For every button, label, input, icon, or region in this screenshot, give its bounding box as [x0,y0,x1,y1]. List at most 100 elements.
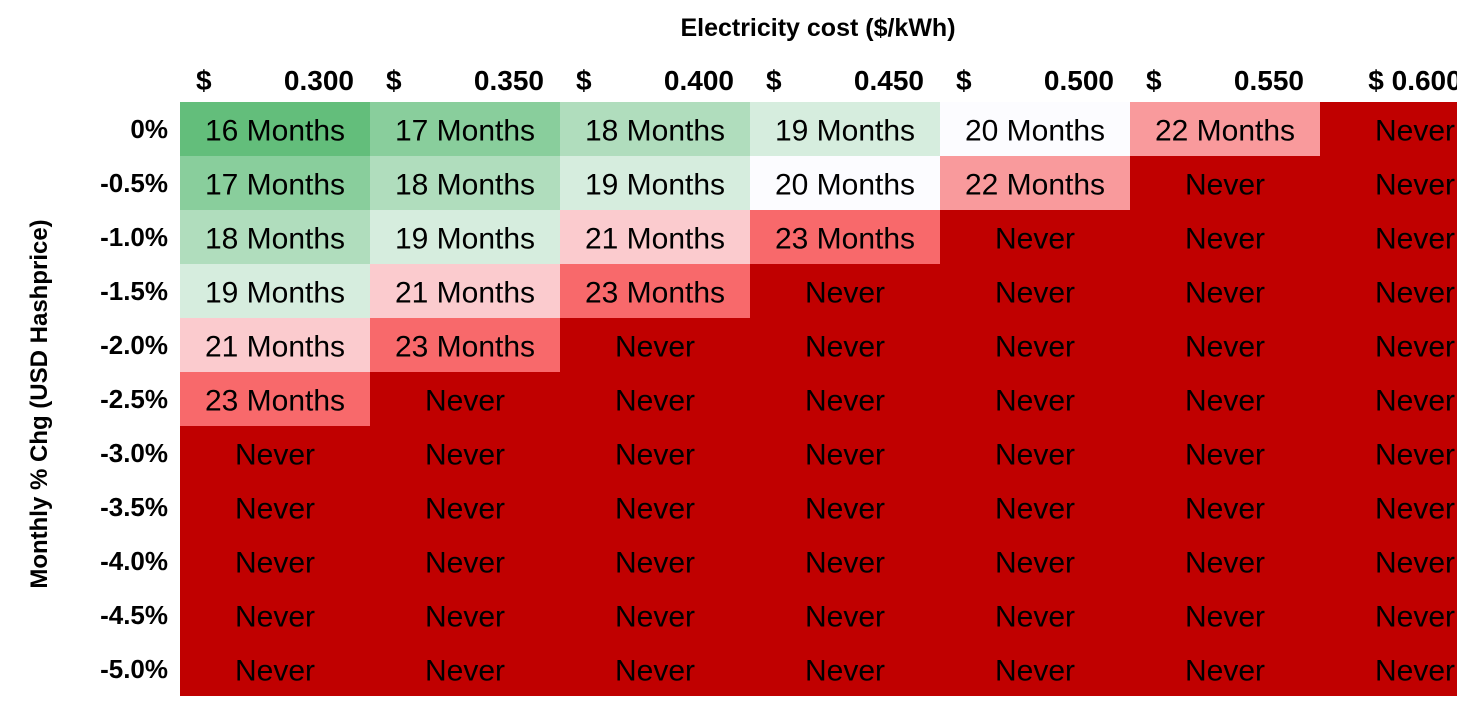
heatmap-cell-label: Never [425,601,505,634]
heatmap-cell [180,426,370,480]
heatmap-cell [1320,642,1457,696]
row-header: -0.5% [100,168,168,198]
heatmap-cell-label: 19 Months [205,277,345,310]
heatmap-cell [1320,372,1457,426]
heatmap-cell-label: 16 Months [205,115,345,148]
heatmap-cell-label: Never [615,601,695,634]
column-header: 0.350 [474,65,544,96]
heatmap-cell [750,156,940,210]
heatmap-cell [370,480,560,534]
heatmap-cell-label: Never [805,547,885,580]
heatmap-cell [370,102,560,156]
column-header-currency: $ [766,65,782,96]
heatmap-cell [1320,264,1457,318]
heatmap-cell-label: Never [1185,601,1265,634]
heatmap-cell [370,318,560,372]
heatmap-cell-label: 23 Months [205,385,345,418]
heatmap-cell-label: Never [1375,547,1455,580]
heatmap-cell [940,480,1130,534]
heatmap-cell-label: 22 Months [965,169,1105,202]
heatmap-cell-label: Never [235,439,315,472]
heatmap-cell [560,534,750,588]
heatmap-cell-label: 17 Months [395,115,535,148]
heatmap-cell-label: 18 Months [205,223,345,256]
heatmap-cell-label: 23 Months [585,277,725,310]
heatmap-cell [750,318,940,372]
heatmap-cell-label: Never [615,331,695,364]
heatmap-cell-label: Never [995,439,1075,472]
heatmap-cell [940,372,1130,426]
heatmap-cell-label: Never [1375,655,1455,688]
heatmap-cell [1320,588,1457,642]
heatmap-cell-label: Never [805,331,885,364]
heatmap-cell-label: 19 Months [775,115,915,148]
heatmap-cell [180,318,370,372]
heatmap-cell [750,480,940,534]
heatmap-cell-label: 21 Months [205,331,345,364]
heatmap-cell-label: 23 Months [395,331,535,364]
heatmap-cell-label: Never [805,493,885,526]
column-header: 0.400 [664,65,734,96]
heatmap-cell [1130,318,1320,372]
heatmap-cell [560,210,750,264]
column-headers: $0.300 $0.350 $0.400 $0.450 $0.500 $0.550 $ 0.… [196,65,1457,96]
column-header-currency: $ [956,65,972,96]
heatmap-cell [560,156,750,210]
heatmap-cell [1130,210,1320,264]
heatmap-cell [370,426,560,480]
heatmap-cell-label: Never [1185,331,1265,364]
heatmap-cell [180,588,370,642]
heatmap-cell [560,480,750,534]
heatmap-cell-label: Never [1375,331,1455,364]
heatmap-cell-label: Never [1185,493,1265,526]
heatmap-cell-label: 21 Months [585,223,725,256]
heatmap-cell [180,642,370,696]
heatmap-cell [180,156,370,210]
column-header: 0.300 [284,65,354,96]
heatmap-cell-label: Never [995,277,1075,310]
heatmap-cell-label: Never [1185,547,1265,580]
heatmap-cell [940,588,1130,642]
heatmap-cell [1320,156,1457,210]
heatmap-cell-label: Never [995,223,1075,256]
heatmap-cell-label: Never [425,385,505,418]
heatmap-cell [560,642,750,696]
heatmap-cell [1130,372,1320,426]
heatmap-cell [750,264,940,318]
heatmap-cell [370,264,560,318]
heatmap-cell-label: Never [995,385,1075,418]
heatmap-cell [1320,426,1457,480]
heatmap-cell [560,102,750,156]
heatmap-cell [1130,534,1320,588]
heatmap-cell-label: Never [805,601,885,634]
heatmap-cell [940,318,1130,372]
column-header-currency: $ [386,65,402,96]
heatmap-cell [1320,102,1457,156]
column-header: $ 0.600 [1368,65,1457,96]
heatmap-cell [370,588,560,642]
heatmap-cell-label: 17 Months [205,169,345,202]
row-headers: 0% -0.5% -1.0% -1.5% -2.0% -2.5% -3.0% -3.5% -4.… [100,114,168,684]
heatmap-cell [1130,102,1320,156]
heatmap-cell [1320,318,1457,372]
heatmap-cell [180,372,370,426]
heatmap-cell [1130,480,1320,534]
y-axis-label: Monthly % Chg (USD Hashprice) [26,219,53,588]
heatmap-cell-label: Never [1375,169,1455,202]
heatmap-cell [750,588,940,642]
heatmap-cell-label: Never [1375,385,1455,418]
heatmap-cell-label: Never [235,493,315,526]
heatmap-cell-label: Never [995,601,1075,634]
heatmap-cell [370,642,560,696]
heatmap-cell [180,534,370,588]
row-header: -2.0% [100,330,168,360]
heatmap-cell-label: Never [1375,601,1455,634]
heatmap-cell [560,426,750,480]
heatmap-cell-label: 18 Months [395,169,535,202]
column-header-currency: $ [196,65,212,96]
heatmap-cell [750,102,940,156]
heatmap-cell [750,534,940,588]
heatmap-cell-label: Never [1185,385,1265,418]
heatmap-cell [1130,426,1320,480]
heatmap-cell [750,210,940,264]
